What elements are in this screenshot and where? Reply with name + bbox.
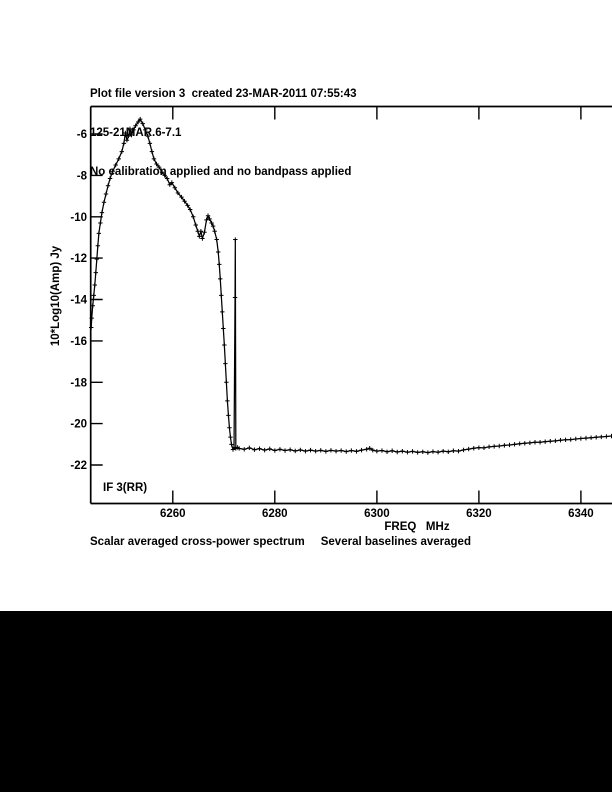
- spectrum-chart: 6260 6280 6300 6320 6340 -6 -8 -10 -12 -14 -16 -18 -…: [70, 105, 612, 520]
- y-ticks: [90, 133, 103, 466]
- y-tick-label: -6: [77, 129, 87, 141]
- y-tick-label: -20: [70, 419, 87, 431]
- plot-title-line-1: Plot file version 3 created 23-MAR-2011 …: [90, 88, 357, 100]
- y-tick-label: -18: [70, 377, 87, 389]
- y-tick-label: -16: [70, 336, 87, 348]
- x-tick-label: 6280: [262, 508, 288, 520]
- y-tick-label: -10: [70, 212, 87, 224]
- x-tick-label: 6260: [160, 508, 186, 520]
- x-tick-label: 6320: [466, 508, 492, 520]
- plot-title-line-2: 125-21MAR.6-7.1: [90, 127, 182, 139]
- x-ticks: [172, 106, 582, 504]
- bottom-caption: Scalar averaged cross-power spectrum Sev…: [90, 536, 471, 548]
- y-axis-title: 10*Log10(Amp) Jy: [50, 245, 62, 347]
- spectrum-markers: [89, 116, 612, 455]
- x-tick-label: 6340: [568, 508, 594, 520]
- if-annotation: IF 3(RR): [103, 482, 148, 494]
- y-tick-label: -8: [77, 170, 88, 182]
- y-tick-label: -22: [70, 460, 87, 472]
- y-tick-label: -14: [70, 295, 87, 307]
- spectrum-line: [90, 118, 612, 454]
- x-tick-label: 6300: [364, 508, 390, 520]
- x-axis-title: FREQ MHz: [384, 521, 450, 533]
- footer-black-band: [0, 611, 612, 792]
- y-tick-label: -12: [70, 253, 87, 265]
